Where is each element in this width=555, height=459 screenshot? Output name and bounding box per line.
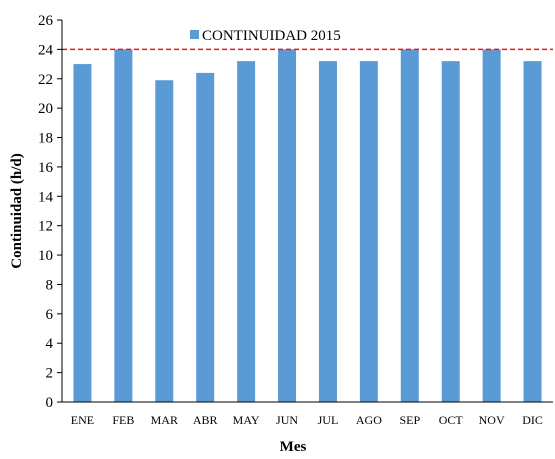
- y-tick-label: 4: [46, 336, 54, 352]
- x-tick-label: ENE: [71, 413, 94, 427]
- bar: [114, 49, 133, 403]
- bar: [278, 49, 297, 403]
- y-tick-label: 22: [38, 72, 53, 88]
- y-tick-label: 10: [38, 248, 53, 264]
- y-tick-label: 12: [38, 219, 53, 235]
- x-tick-label: MAY: [233, 413, 260, 427]
- y-tick-label: 16: [38, 160, 54, 176]
- y-tick-label: 24: [38, 42, 54, 58]
- x-tick-label: MAR: [151, 413, 178, 427]
- bar: [359, 61, 378, 403]
- x-axis-categories: ENE FEB MAR ABR MAY JUN JUL AGO SEP OCT NOV DIC: [71, 413, 543, 427]
- y-tick-label: 6: [46, 307, 54, 323]
- x-tick-label: JUN: [276, 413, 298, 427]
- x-axis-title: Mes: [280, 439, 307, 455]
- x-tick-label: SEP: [399, 413, 420, 427]
- x-tick-label: OCT: [439, 413, 464, 427]
- y-tick-label: 18: [38, 131, 53, 147]
- y-tick-label: 14: [38, 189, 54, 205]
- bar: [400, 49, 419, 403]
- y-tick-label: 0: [46, 395, 54, 411]
- y-tick-label: 8: [46, 277, 54, 293]
- x-tick-label: JUL: [318, 413, 339, 427]
- y-tick-label: 26: [38, 13, 54, 29]
- x-tick-label: FEB: [112, 413, 134, 427]
- bar: [237, 61, 256, 403]
- legend: CONTINUIDAD 2015: [190, 28, 341, 44]
- legend-swatch: [190, 30, 199, 39]
- x-tick-label: DIC: [522, 413, 543, 427]
- bars: [73, 49, 542, 403]
- y-tick-label: 2: [46, 366, 54, 382]
- bar: [523, 61, 542, 403]
- x-tick-label: NOV: [479, 413, 505, 427]
- legend-label: CONTINUIDAD 2015: [202, 28, 341, 44]
- x-tick-label: ABR: [193, 413, 218, 427]
- y-axis-title: Continuidad (h/d): [9, 153, 25, 268]
- bar: [441, 61, 460, 403]
- x-tick-label: AGO: [356, 413, 382, 427]
- bar: [155, 80, 174, 402]
- bar: [318, 61, 337, 403]
- bar: [73, 64, 92, 403]
- bar: [482, 49, 501, 403]
- y-tick-label: 20: [38, 101, 53, 117]
- bar: [196, 72, 215, 403]
